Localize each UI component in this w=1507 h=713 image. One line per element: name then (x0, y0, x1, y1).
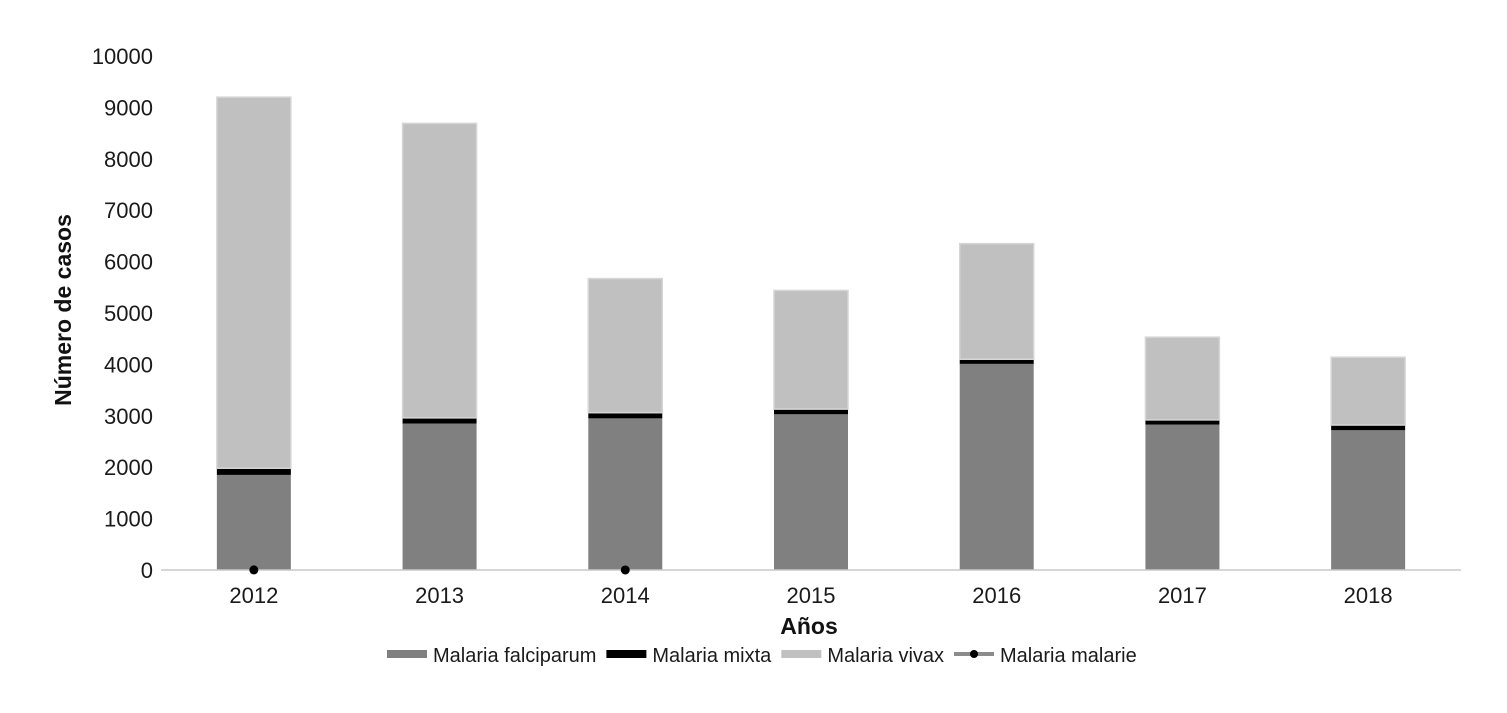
y-tick-label: 4000 (104, 352, 153, 377)
legend-item: Malaria vivax (781, 645, 944, 667)
legend-swatch-marker (970, 650, 979, 658)
y-tick-label: 3000 (104, 404, 153, 429)
legend-swatch (606, 650, 647, 658)
bar-malaria-mixta (588, 412, 663, 419)
legend-label: Malaria malarie (1000, 645, 1137, 667)
bar-malaria-mixta (959, 359, 1034, 364)
bar-malaria-mixta (216, 468, 291, 475)
y-tick-label: 2000 (104, 455, 153, 480)
bar-malaria-falciparum (402, 423, 477, 570)
y-tick-label: 9000 (104, 95, 153, 120)
bar-malaria-vivax (401, 122, 478, 419)
bar-malaria-falciparum (1331, 430, 1406, 570)
bar-malaria-falciparum (1145, 424, 1220, 570)
bar-malaria-mixta (774, 409, 848, 415)
x-tick-label: 2015 (787, 583, 836, 608)
bar-malaria-falciparum (774, 414, 848, 570)
legend-label: Malaria falciparum (433, 645, 596, 667)
x-tick-label: 2017 (1158, 583, 1207, 608)
legend-label: Malaria vivax (827, 645, 944, 667)
x-tick-label: 2018 (1344, 583, 1393, 608)
legend: Malaria falciparum Malaria mixta Malaria v… (387, 645, 1137, 667)
bar-malaria-mixta (1331, 425, 1406, 431)
legend-label: Malaria mixta (652, 645, 772, 667)
x-tick-label: 2016 (972, 583, 1021, 608)
plot-area: 0 1000 2000 3000 4000 5000 6000 7000 8000 9000 100… (92, 44, 1461, 608)
bar-malaria-vivax (958, 242, 1035, 361)
marker-malaria-malarie (620, 565, 630, 575)
legend-item: Malaria mixta (606, 645, 772, 667)
bar-malaria-vivax (587, 277, 664, 414)
y-tick-label: 5000 (104, 301, 153, 326)
bar-malaria-vivax (1144, 336, 1221, 421)
bar-malaria-vivax (773, 289, 849, 410)
x-axis-title: Años (780, 613, 838, 639)
legend-item: Malaria falciparum (387, 645, 596, 667)
legend-swatch (387, 650, 427, 658)
y-tick-label: 6000 (104, 250, 153, 275)
bar-malaria-falciparum (959, 363, 1034, 570)
x-tick-label: 2012 (229, 583, 278, 608)
x-tick-label: 2014 (601, 583, 650, 608)
y-axis-title: Número de casos (50, 214, 76, 406)
y-tick-label: 8000 (104, 147, 153, 172)
marker-malaria-malarie (249, 565, 259, 575)
bar-malaria-mixta (1145, 419, 1220, 425)
bar-malaria-vivax (216, 96, 292, 469)
y-tick-label: 10000 (92, 44, 153, 69)
y-tick-label: 0 (141, 558, 153, 583)
y-tick-label: 1000 (104, 507, 153, 532)
legend-item: Malaria malarie (954, 645, 1137, 667)
bar-malaria-falciparum (588, 418, 663, 570)
y-tick-label: 7000 (104, 198, 153, 223)
x-tick-label: 2013 (415, 583, 464, 608)
bar-malaria-vivax (1330, 356, 1406, 426)
bar-malaria-falciparum (216, 474, 291, 570)
bar-malaria-mixta (402, 417, 477, 424)
legend-swatch (781, 650, 822, 658)
